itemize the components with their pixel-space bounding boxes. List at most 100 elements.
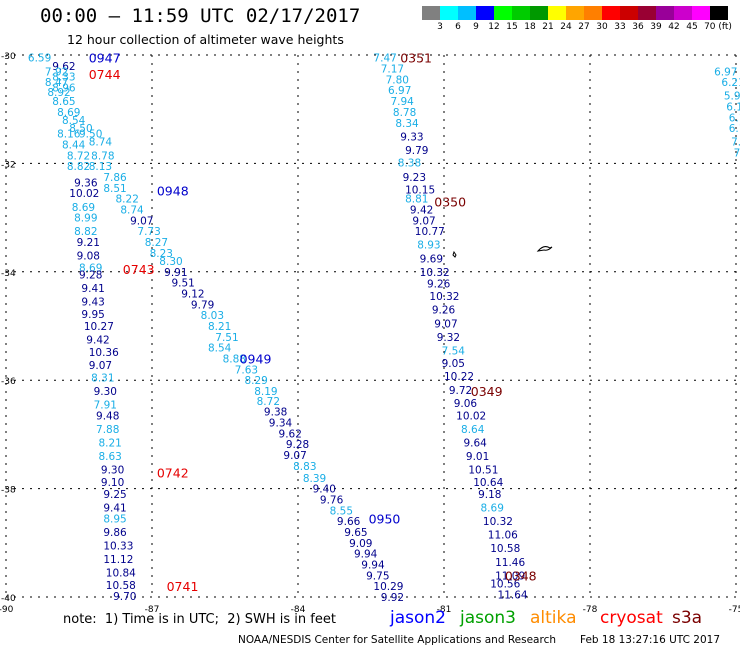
legend-swatch bbox=[566, 6, 584, 20]
wave-height-value: 9.91 bbox=[164, 267, 187, 279]
wave-height-value: 9.41 bbox=[103, 503, 126, 515]
wave-height-value: 11.46 bbox=[495, 557, 525, 569]
wave-height-value: 8.03 bbox=[201, 310, 224, 322]
legend-label: 6 bbox=[455, 22, 461, 32]
wave-height-value: 7.73 bbox=[137, 226, 160, 238]
wave-height-value: 10.56 bbox=[490, 578, 520, 590]
wave-height-value: 8.78 bbox=[91, 150, 114, 162]
pass-time-label: 0741 bbox=[167, 579, 199, 594]
wave-height-value: 10.27 bbox=[84, 321, 114, 333]
wave-height-value: 9.08 bbox=[77, 251, 100, 263]
wave-height-value: 6.21 bbox=[721, 77, 740, 89]
wave-height-value: 9.66 bbox=[337, 516, 361, 528]
footer-timestamp: Feb 18 13:27:16 UTC 2017 bbox=[580, 634, 720, 646]
longitude-tick-label: -84 bbox=[291, 605, 306, 615]
wave-height-value: 9.48 bbox=[96, 410, 119, 422]
satellite-legend-jason2: jason2 bbox=[390, 608, 446, 628]
latitude-tick-label: -34 bbox=[1, 269, 16, 279]
wave-height-value: 9.42 bbox=[410, 204, 433, 216]
wave-height-value: 8.93 bbox=[417, 240, 440, 252]
legend-label: 3 bbox=[437, 22, 443, 32]
wave-height-value: 7.51 bbox=[215, 332, 238, 344]
wave-height-value: 8.72 bbox=[67, 150, 90, 162]
coastline-islands bbox=[452, 246, 553, 258]
wave-height-value: 6.97 bbox=[388, 85, 411, 97]
wave-height-value: 10.51 bbox=[468, 465, 498, 477]
wave-height-value: 9.51 bbox=[171, 278, 194, 290]
wave-height-value: 9.79 bbox=[405, 145, 428, 157]
wave-height-value: 8.74 bbox=[89, 137, 113, 149]
wave-height-value: 9.28 bbox=[286, 439, 309, 451]
wave-height-value: 8.74 bbox=[120, 204, 144, 216]
legend-label: 24 bbox=[560, 22, 572, 32]
wave-height-value: 9.18 bbox=[478, 489, 501, 501]
wave-height-value: 9.42 bbox=[86, 335, 109, 347]
wave-height-value: 10.77 bbox=[415, 226, 445, 238]
wave-height-value: 6.1 bbox=[729, 112, 740, 124]
wave-height-value: 8.82 bbox=[67, 161, 90, 173]
wave-height-value: 9.28 bbox=[79, 270, 102, 282]
wave-height-value: 9.26 bbox=[432, 305, 456, 317]
wave-height-value: 9.12 bbox=[181, 288, 204, 300]
wave-height-value: 9.34 bbox=[269, 417, 293, 429]
wave-height-value: 9.70 bbox=[113, 591, 136, 603]
legend-swatch bbox=[494, 6, 512, 20]
island-shape bbox=[452, 250, 457, 258]
wave-height-value: 9.92 bbox=[381, 592, 404, 604]
wave-height-value: 8.38 bbox=[398, 157, 421, 169]
legend-swatch bbox=[674, 6, 692, 20]
wave-height-value: 9.94 bbox=[354, 549, 378, 561]
wave-height-value: 7.88 bbox=[96, 424, 119, 436]
legend-label: 27 bbox=[578, 22, 590, 32]
wave-height-value: 8.54 bbox=[208, 343, 232, 355]
wave-height-value: 8.96 bbox=[52, 83, 76, 95]
wave-height-value: 9.32 bbox=[437, 332, 460, 344]
wave-height-value: 8.27 bbox=[145, 237, 168, 249]
longitude-tick-label: -81 bbox=[437, 605, 452, 615]
wave-height-value: 8.81 bbox=[405, 194, 428, 206]
legend-label: 21 bbox=[542, 22, 554, 32]
pass-time-label: 0949 bbox=[240, 352, 272, 367]
wave-height-value: 11.06 bbox=[488, 530, 518, 542]
wave-height-color-legend bbox=[422, 6, 728, 20]
wave-height-value: 9.25 bbox=[103, 489, 126, 501]
wave-height-value: 6.59 bbox=[28, 53, 51, 65]
latitude-tick-label: -32 bbox=[1, 160, 16, 170]
wave-height-value: 9.62 bbox=[279, 428, 302, 440]
wave-height-value: 9.40 bbox=[313, 484, 336, 496]
wave-height-value: 10.22 bbox=[444, 371, 474, 383]
wave-height-value: 10.32 bbox=[420, 267, 450, 279]
wave-height-value: 8.30 bbox=[159, 256, 182, 268]
wave-height-value: 9.72 bbox=[449, 385, 472, 397]
legend-label: 12 bbox=[488, 22, 500, 32]
wave-height-value: 6.14 bbox=[726, 101, 740, 113]
legend-label: 18 bbox=[524, 22, 536, 32]
pass-time-label: 0348 bbox=[505, 568, 537, 583]
wave-height-value: 9.05 bbox=[442, 358, 465, 370]
legend-tick-labels: 3 6 9 12 15 18 21 24 27 30 33 36 39 42 45 70 (ft) bbox=[422, 22, 740, 34]
page-title: 00:00 – 11:59 UTC 02/17/2017 bbox=[40, 5, 361, 27]
legend-label: 30 bbox=[596, 22, 608, 32]
wave-height-value: 7.47 bbox=[373, 53, 396, 65]
wave-height-value: 8.21 bbox=[208, 321, 231, 333]
legend-swatch bbox=[440, 6, 458, 20]
longitude-tick-label: -78 bbox=[583, 605, 598, 615]
legend-label: 33 bbox=[614, 22, 626, 32]
wave-height-value: 8.65 bbox=[52, 96, 75, 108]
legend-swatch bbox=[602, 6, 620, 20]
wave-height-value: 9.23 bbox=[403, 172, 426, 184]
wave-height-value: 10.29 bbox=[373, 581, 403, 593]
wave-height-value: 6.1 bbox=[729, 123, 740, 135]
wave-height-value: 9.69 bbox=[420, 253, 443, 265]
wave-height-value: 9.07 bbox=[412, 215, 435, 227]
pass-time-label: 0743 bbox=[123, 262, 155, 277]
wave-height-value: 8.69 bbox=[481, 503, 504, 515]
pass-time-label: 0950 bbox=[369, 511, 401, 526]
legend-label: 42 bbox=[668, 22, 680, 32]
legend-swatch bbox=[710, 6, 728, 20]
wave-height-value: 10.32 bbox=[483, 516, 513, 528]
wave-height-value: 9.79 bbox=[191, 299, 214, 311]
wave-height-value: 8.88 bbox=[223, 354, 246, 366]
legend-swatch bbox=[422, 6, 440, 20]
